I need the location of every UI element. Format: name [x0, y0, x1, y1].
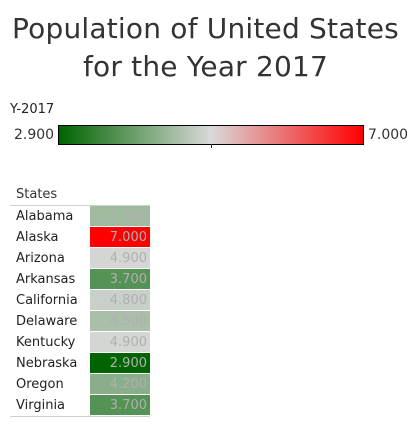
state-label: Nebraska — [16, 356, 78, 371]
cell-value-label: 4.800 — [109, 293, 147, 308]
heatmap-cell[interactable]: 4.900 — [90, 332, 150, 353]
heatmap-cell[interactable]: 3.700 — [90, 269, 150, 290]
heatmap-cell[interactable]: 4.800 — [90, 290, 150, 311]
legend-min-label: 2.900 — [14, 127, 55, 143]
heatmap-cell[interactable]: 4.500 — [90, 311, 150, 332]
heatmap-cell[interactable]: 4.900 — [90, 248, 150, 269]
heatmap-cell[interactable]: 4.400 — [90, 206, 150, 227]
table-row[interactable]: Alabama 4.400 — [10, 206, 150, 227]
chart-title: Population of United States for the Year… — [0, 10, 411, 86]
state-label: Arizona — [16, 251, 65, 266]
state-label: California — [16, 293, 78, 308]
heatmap-cell[interactable]: 3.700 — [90, 395, 150, 416]
state-label: Alabama — [16, 209, 74, 224]
heatmap-cell[interactable]: 4.200 — [90, 374, 150, 395]
state-label: Virginia — [16, 398, 66, 413]
states-column-header: States — [16, 187, 58, 202]
cell-value-label: 4.900 — [109, 335, 147, 350]
table-row[interactable]: Delaware 4.500 — [10, 311, 150, 332]
table-row[interactable]: Nebraska 2.900 — [10, 353, 150, 374]
legend-max-label: 7.000 — [368, 127, 409, 143]
table-row[interactable]: Virginia 3.700 — [10, 395, 150, 416]
cell-value-label: 4.900 — [109, 251, 147, 266]
state-label: Kentucky — [16, 335, 76, 350]
table-row[interactable]: Arkansas 3.700 — [10, 269, 150, 290]
table-row[interactable]: California 4.800 — [10, 290, 150, 311]
state-label: Delaware — [16, 314, 78, 329]
heatmap-table: Alabama 4.400 Alaska 7.000 Arizona 4.900 Arkan… — [10, 205, 150, 416]
table-bottom-border — [10, 416, 150, 417]
cell-value-label: 4.200 — [109, 377, 147, 392]
legend-midpoint-tick — [211, 144, 212, 148]
state-label: Arkansas — [16, 272, 76, 287]
color-legend-bar[interactable] — [58, 125, 364, 145]
heatmap-cell[interactable]: 7.000 — [90, 227, 150, 248]
chart-title-line-2: for the Year 2017 — [82, 50, 329, 83]
table-row[interactable]: Oregon 4.200 — [10, 374, 150, 395]
table-row[interactable]: Kentucky 4.900 — [10, 332, 150, 353]
table-row[interactable]: Alaska 7.000 — [10, 227, 150, 248]
cell-value-label: 4.500 — [109, 314, 147, 329]
legend-title: Y-2017 — [10, 102, 55, 117]
state-label: Alaska — [16, 230, 59, 245]
cell-value-label: 2.900 — [109, 356, 147, 371]
heatmap-cell[interactable]: 2.900 — [90, 353, 150, 374]
cell-value-label: 3.700 — [109, 398, 147, 413]
chart-title-line-1: Population of United States — [12, 12, 399, 45]
cell-value-label: 7.000 — [109, 230, 147, 245]
cell-value-label: 3.700 — [109, 272, 147, 287]
cell-value-label: 4.400 — [109, 209, 147, 224]
table-row[interactable]: Arizona 4.900 — [10, 248, 150, 269]
state-label: Oregon — [16, 377, 64, 392]
